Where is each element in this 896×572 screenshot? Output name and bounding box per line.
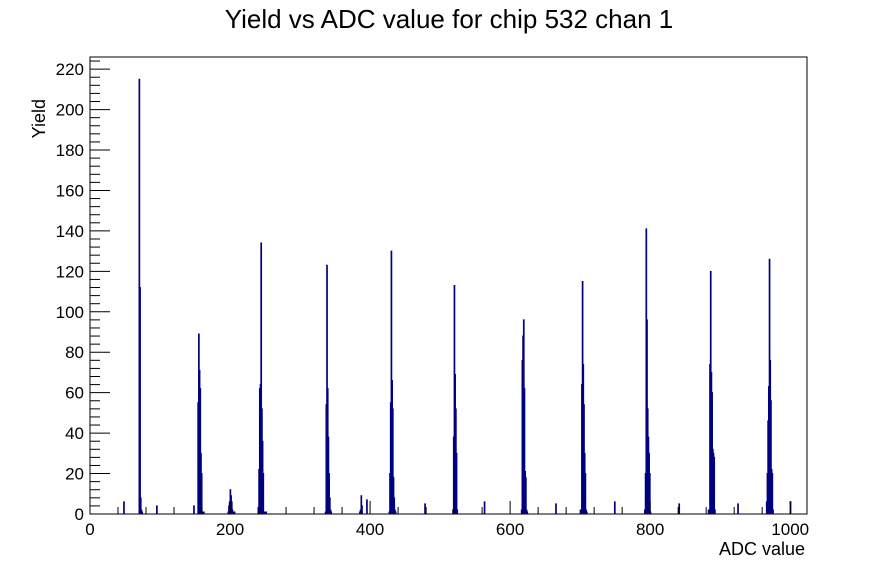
y-axis-title: Yield <box>29 99 49 138</box>
histogram-bin <box>771 473 774 514</box>
histogram-bin <box>648 473 651 514</box>
histogram-bin <box>713 456 716 514</box>
histogram-bin <box>139 287 141 514</box>
x-axis: 0 200 400 600 800 1000 <box>85 501 809 539</box>
y-tick-label: 40 <box>65 424 84 443</box>
y-tick-label: 180 <box>56 141 84 160</box>
chart-title: Yield vs ADC value for chip 532 chan 1 <box>225 4 674 34</box>
histogram-bin <box>141 511 144 514</box>
histogram-bin <box>613 501 616 514</box>
histogram-bin <box>523 388 526 514</box>
y-tick-label: 220 <box>56 60 84 79</box>
y-tick-label: 20 <box>65 465 84 484</box>
y-axis: 0 20 40 60 80 100 120 140 160 180 200 220 <box>56 60 110 524</box>
histogram-bin <box>366 499 368 514</box>
histogram-bin <box>392 477 395 514</box>
histogram-bin <box>328 473 330 514</box>
histogram-bars <box>123 78 792 514</box>
x-tick-label: 0 <box>85 520 94 539</box>
histogram-bin <box>200 473 203 514</box>
histogram-bin <box>139 497 142 514</box>
histogram-bin <box>737 503 739 514</box>
histogram-bin <box>123 501 125 514</box>
histogram-bin <box>156 505 158 514</box>
y-tick-label: 200 <box>56 101 84 120</box>
histogram-bin <box>361 505 363 514</box>
histogram-bin <box>526 511 529 514</box>
histogram-bin <box>202 511 205 514</box>
histogram-bin <box>678 503 681 514</box>
histogram-bin <box>483 501 486 514</box>
y-tick-label: 80 <box>65 343 84 362</box>
y-tick-label: 120 <box>56 262 84 281</box>
y-tick-label: 100 <box>56 303 84 322</box>
histogram-bin <box>260 242 263 514</box>
x-axis-title: ADC value <box>719 539 805 559</box>
histogram-bin <box>230 501 233 514</box>
histogram-bin <box>262 473 265 514</box>
histogram-bin <box>199 388 202 514</box>
y-tick-label: 60 <box>65 384 84 403</box>
histogram-bin <box>714 509 716 514</box>
histogram-bin <box>456 509 459 514</box>
y-tick-label: 160 <box>56 181 84 200</box>
histogram-bin <box>770 400 772 514</box>
histogram-bin <box>360 495 363 514</box>
histogram-bin <box>193 505 195 514</box>
histogram-bin <box>772 509 774 514</box>
histogram-bin <box>555 503 557 514</box>
histogram-bin <box>233 511 236 514</box>
histogram-bin <box>330 511 333 514</box>
histogram-bin <box>263 511 266 514</box>
histogram-bin <box>391 408 394 514</box>
y-tick-label: 0 <box>75 505 84 524</box>
x-tick-label: 200 <box>216 520 244 539</box>
histogram-bin <box>394 511 397 514</box>
x-tick-label: 800 <box>636 520 664 539</box>
histogram-bin <box>584 473 587 514</box>
y-tick-label: 140 <box>56 222 84 241</box>
histogram-bin <box>265 511 267 514</box>
histogram-bin <box>424 503 426 514</box>
x-tick-label: 400 <box>356 520 384 539</box>
x-tick-label: 1000 <box>771 520 809 539</box>
histogram-bin <box>585 511 588 514</box>
x-tick-label: 600 <box>496 520 524 539</box>
plot-frame <box>89 56 808 515</box>
histogram-bin <box>455 452 458 514</box>
histogram-bin <box>393 497 396 514</box>
histogram-bin <box>328 497 331 514</box>
histogram-bin <box>525 477 527 514</box>
